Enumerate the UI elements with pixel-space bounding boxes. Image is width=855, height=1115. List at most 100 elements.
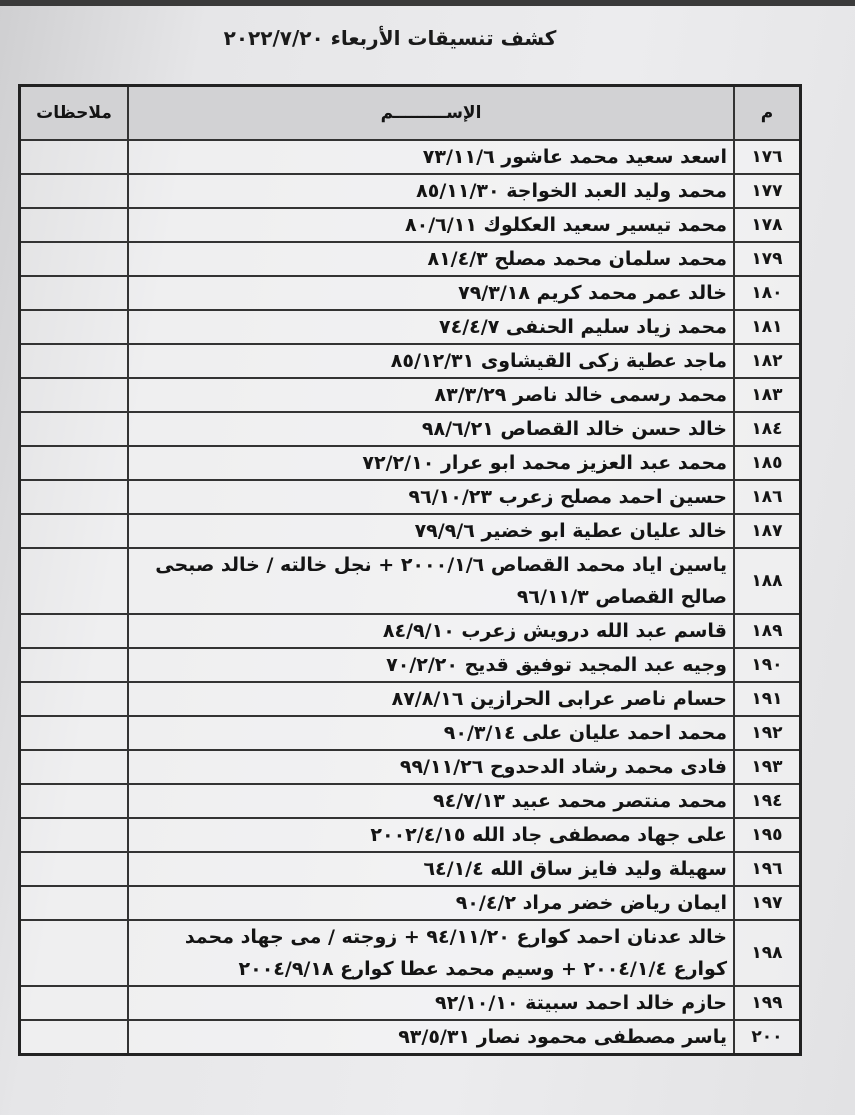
row-notes xyxy=(18,783,129,819)
row-notes xyxy=(18,647,129,683)
table-row: ١٩١ حسام ناصر عرابى الحرازين ٨٧/٨/١٦ xyxy=(18,681,802,717)
row-name: فادى محمد رشاد الدحدوح ٩٩/١١/٢٦ xyxy=(127,749,735,785)
row-name: قاسم عبد الله درويش زعرب ٨٤/٩/١٠ xyxy=(127,613,735,649)
row-notes xyxy=(18,749,129,785)
header-number: م xyxy=(733,84,802,141)
row-notes xyxy=(18,275,129,311)
row-name: محمد سلمان محمد مصلح ٨١/٤/٣ xyxy=(127,241,735,277)
row-number: ١٩٤ xyxy=(733,783,802,819)
row-notes xyxy=(18,919,129,987)
row-number: ١٩٨ xyxy=(733,919,802,987)
row-name: وجيه عبد المجيد توفيق قديح ٧٠/٢/٢٠ xyxy=(127,647,735,683)
row-name: اسعد سعيد محمد عاشور ٧٣/١١/٦ xyxy=(127,139,735,175)
table-row: ١٩٠ وجيه عبد المجيد توفيق قديح ٧٠/٢/٢٠ xyxy=(18,647,802,683)
row-name: محمد تيسير سعيد العكلوك ٨٠/٦/١١ xyxy=(127,207,735,243)
row-name: خالد عمر محمد كريم ٧٩/٣/١٨ xyxy=(127,275,735,311)
table-row: ٢٠٠ ياسر مصطفى محمود نصار ٩٣/٥/٣١ xyxy=(18,1019,802,1056)
table-row: ١٨٠ خالد عمر محمد كريم ٧٩/٣/١٨ xyxy=(18,275,802,311)
row-notes xyxy=(18,1019,129,1056)
row-number: ١٩٢ xyxy=(733,715,802,751)
row-notes xyxy=(18,513,129,549)
table-row: ١٩٦ سهيلة وليد فايز ساق الله ٦٤/١/٤ xyxy=(18,851,802,887)
row-number: ١٧٨ xyxy=(733,207,802,243)
row-name: ماجد عطية زكى القيشاوى ٨٥/١٢/٣١ xyxy=(127,343,735,379)
table-row: ١٧٧ محمد وليد العبد الخواجة ٨٥/١١/٣٠ xyxy=(18,173,802,209)
table-row: ١٨٥ محمد عبد العزيز محمد ابو عرار ٧٢/٢/١٠ xyxy=(18,445,802,481)
table-row: ١٧٦ اسعد سعيد محمد عاشور ٧٣/١١/٦ xyxy=(18,139,802,175)
row-notes xyxy=(18,885,129,921)
row-notes xyxy=(18,613,129,649)
row-name: حسام ناصر عرابى الحرازين ٨٧/٨/١٦ xyxy=(127,681,735,717)
table-row: ١٩٥ على جهاد مصطفى جاد الله ٢٠٠٢/٤/١٥ xyxy=(18,817,802,853)
table-row: ١٩٢ محمد احمد عليان على ٩٠/٣/١٤ xyxy=(18,715,802,751)
row-name: محمد رسمى خالد ناصر ٨٣/٣/٢٩ xyxy=(127,377,735,413)
row-number: ١٨٢ xyxy=(733,343,802,379)
row-name: ياسين اياد محمد القصاص ٢٠٠٠/١/٦ + نجل خا… xyxy=(127,547,735,615)
row-notes xyxy=(18,851,129,887)
row-number: ٢٠٠ xyxy=(733,1019,802,1056)
header-name: الإســـــــــم xyxy=(127,84,735,141)
row-notes xyxy=(18,715,129,751)
header-row: م الإســـــــــم ملاحظات xyxy=(18,84,802,141)
row-notes xyxy=(18,985,129,1021)
table-row: ١٩٧ ايمان رياض خضر مراد ٩٠/٤/٢ xyxy=(18,885,802,921)
row-number: ١٩١ xyxy=(733,681,802,717)
row-number: ١٧٦ xyxy=(733,139,802,175)
row-number: ١٨١ xyxy=(733,309,802,345)
row-name: محمد منتصر محمد عبيد ٩٤/٧/١٣ xyxy=(127,783,735,819)
table-row: ١٨٨ ياسين اياد محمد القصاص ٢٠٠٠/١/٦ + نجل… xyxy=(18,547,802,615)
row-name: حازم خالد احمد سبيتة ٩٢/١٠/١٠ xyxy=(127,985,735,1021)
row-number: ١٩٣ xyxy=(733,749,802,785)
row-notes xyxy=(18,479,129,515)
row-name: خالد عدنان احمد كوارع ٩٤/١١/٢٠ + زوجته /… xyxy=(127,919,735,987)
row-notes xyxy=(18,547,129,615)
table-row: ١٨٣ محمد رسمى خالد ناصر ٨٣/٣/٢٩ xyxy=(18,377,802,413)
row-number: ١٨٥ xyxy=(733,445,802,481)
row-number: ١٧٩ xyxy=(733,241,802,277)
table-row: ١٧٩ محمد سلمان محمد مصلح ٨١/٤/٣ xyxy=(18,241,802,277)
table-row: ١٩٩ حازم خالد احمد سبيتة ٩٢/١٠/١٠ xyxy=(18,985,802,1021)
row-notes xyxy=(18,173,129,209)
table-row: ١٨٦ حسين احمد مصلح زعرب ٩٦/١٠/٢٣ xyxy=(18,479,802,515)
row-number: ١٨٠ xyxy=(733,275,802,311)
row-name: محمد زياد سليم الحنفى ٧٤/٤/٧ xyxy=(127,309,735,345)
row-name: سهيلة وليد فايز ساق الله ٦٤/١/٤ xyxy=(127,851,735,887)
row-number: ١٩٥ xyxy=(733,817,802,853)
row-name: خالد عليان عطية ابو خضير ٧٩/٩/٦ xyxy=(127,513,735,549)
row-notes xyxy=(18,445,129,481)
row-notes xyxy=(18,241,129,277)
row-name: ياسر مصطفى محمود نصار ٩٣/٥/٣١ xyxy=(127,1019,735,1056)
row-notes xyxy=(18,343,129,379)
row-number: ١٨٣ xyxy=(733,377,802,413)
row-name: حسين احمد مصلح زعرب ٩٦/١٠/٢٣ xyxy=(127,479,735,515)
document-title: كشف تنسيقات الأربعاء ٢٠٢٢/٧/٢٠ xyxy=(223,26,557,50)
row-number: ١٨٩ xyxy=(733,613,802,649)
row-notes xyxy=(18,377,129,413)
row-number: ١٩٠ xyxy=(733,647,802,683)
row-notes xyxy=(18,681,129,717)
table-row: ١٨٩ قاسم عبد الله درويش زعرب ٨٤/٩/١٠ xyxy=(18,613,802,649)
row-number: ١٩٩ xyxy=(733,985,802,1021)
table-row: ١٩٨ خالد عدنان احمد كوارع ٩٤/١١/٢٠ + زوجت… xyxy=(18,919,802,987)
table-row: ١٨٤ خالد حسن خالد القصاص ٩٨/٦/٢١ xyxy=(18,411,802,447)
table-row: ١٧٨ محمد تيسير سعيد العكلوك ٨٠/٦/١١ xyxy=(18,207,802,243)
coordination-table: م الإســـــــــم ملاحظات ١٧٦ اسعد سعيد مح… xyxy=(18,84,802,1056)
table-row: ١٨٧ خالد عليان عطية ابو خضير ٧٩/٩/٦ xyxy=(18,513,802,549)
row-notes xyxy=(18,139,129,175)
row-number: ١٩٦ xyxy=(733,851,802,887)
table-row: ١٨١ محمد زياد سليم الحنفى ٧٤/٤/٧ xyxy=(18,309,802,345)
row-number: ١٧٧ xyxy=(733,173,802,209)
header-notes: ملاحظات xyxy=(18,84,129,141)
row-notes xyxy=(18,207,129,243)
row-number: ١٩٧ xyxy=(733,885,802,921)
row-number: ١٨٧ xyxy=(733,513,802,549)
row-notes xyxy=(18,817,129,853)
row-name: ايمان رياض خضر مراد ٩٠/٤/٢ xyxy=(127,885,735,921)
row-name: محمد احمد عليان على ٩٠/٣/١٤ xyxy=(127,715,735,751)
row-number: ١٨٦ xyxy=(733,479,802,515)
row-name: محمد عبد العزيز محمد ابو عرار ٧٢/٢/١٠ xyxy=(127,445,735,481)
row-number: ١٨٨ xyxy=(733,547,802,615)
row-name: محمد وليد العبد الخواجة ٨٥/١١/٣٠ xyxy=(127,173,735,209)
table-row: ١٨٢ ماجد عطية زكى القيشاوى ٨٥/١٢/٣١ xyxy=(18,343,802,379)
table-row: ١٩٣ فادى محمد رشاد الدحدوح ٩٩/١١/٢٦ xyxy=(18,749,802,785)
